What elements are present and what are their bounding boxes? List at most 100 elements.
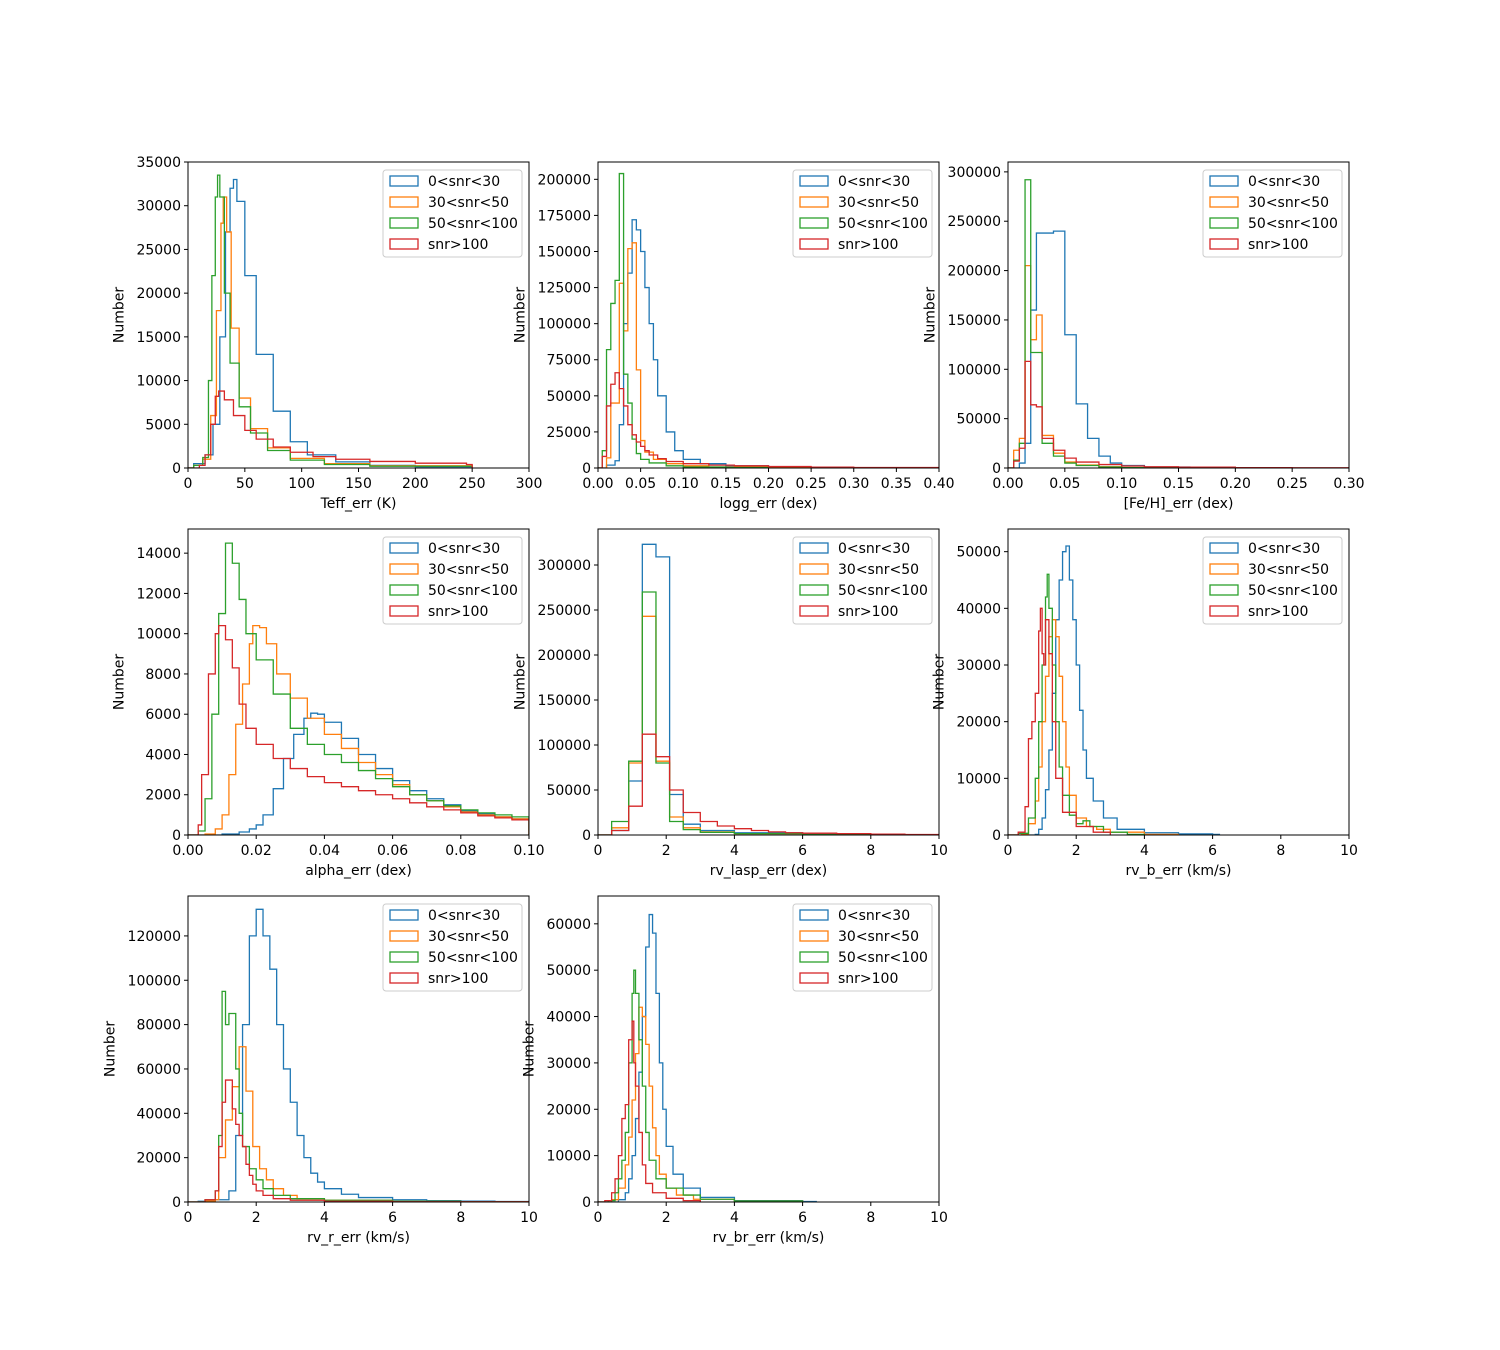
legend-entry-label: snr>100 xyxy=(838,971,898,987)
x-tick-label: 0.15 xyxy=(1163,476,1194,492)
legend-entry-label: 30<snr<50 xyxy=(428,562,509,578)
y-tick-label: 50000 xyxy=(546,389,591,405)
legend-entry-label: 50<snr<100 xyxy=(838,216,928,232)
histogram-series-line xyxy=(188,990,529,1202)
y-tick-label: 75000 xyxy=(546,353,591,369)
legend-entry-label: 0<snr<30 xyxy=(838,174,910,190)
legend-entry-label: 30<snr<50 xyxy=(1248,195,1329,211)
y-tick-label: 30000 xyxy=(136,199,181,215)
histogram-series-line xyxy=(188,174,473,468)
y-tick-label: 175000 xyxy=(538,208,591,224)
y-tick-label: 100000 xyxy=(538,317,591,333)
x-tick-label: 50 xyxy=(236,476,254,492)
histogram-series-line xyxy=(598,591,872,835)
legend-entry-label: 30<snr<50 xyxy=(838,562,919,578)
y-tick-label: 200000 xyxy=(538,172,591,188)
y-tick-label: 50000 xyxy=(956,545,1001,561)
x-tick-label: 0.08 xyxy=(445,843,476,859)
x-tick-label: 0.25 xyxy=(796,476,827,492)
x-tick-label: 0.35 xyxy=(881,476,912,492)
y-axis-label: Number xyxy=(513,654,529,710)
y-tick-label: 60000 xyxy=(546,917,591,933)
legend-entry-label: 30<snr<50 xyxy=(1248,562,1329,578)
x-tick-label: 0 xyxy=(594,1210,603,1226)
x-tick-label: 6 xyxy=(798,843,807,859)
legend: 0<snr<30 30<snr<50 50<snr<100 snr>100 xyxy=(382,903,523,992)
y-tick-label: 15000 xyxy=(136,330,181,346)
x-tick-label: 10 xyxy=(520,1210,538,1226)
y-axis-label: Number xyxy=(103,1021,119,1077)
y-tick-label: 25000 xyxy=(546,425,591,441)
x-axis-label: rv_r_err (km/s) xyxy=(307,1230,410,1246)
legend-entry-label: 30<snr<50 xyxy=(428,195,509,211)
legend-swatch xyxy=(389,605,419,617)
y-axis-label: Number xyxy=(932,654,948,710)
x-tick-label: 4 xyxy=(1140,843,1149,859)
y-tick-label: 25000 xyxy=(136,242,181,258)
x-tick-label: 250 xyxy=(459,476,486,492)
x-tick-label: 0.05 xyxy=(625,476,656,492)
legend-entry-label: 30<snr<50 xyxy=(838,195,919,211)
histogram-series-line xyxy=(1008,360,1349,468)
y-tick-label: 0 xyxy=(992,461,1001,477)
x-tick-label: 10 xyxy=(930,1210,948,1226)
series-group xyxy=(598,543,939,835)
legend: 0<snr<30 30<snr<50 50<snr<100 snr>100 xyxy=(792,536,933,625)
y-tick-label: 80000 xyxy=(136,1018,181,1034)
legend-entry-label: 50<snr<100 xyxy=(838,583,928,599)
y-tick-label: 150000 xyxy=(538,693,591,709)
x-tick-label: 0.40 xyxy=(923,476,954,492)
y-tick-label: 0 xyxy=(172,461,181,477)
legend-swatch xyxy=(799,951,829,963)
x-tick-label: 0.20 xyxy=(1220,476,1251,492)
y-tick-label: 50000 xyxy=(546,963,591,979)
legend-swatch xyxy=(799,584,829,596)
x-tick-label: 0.30 xyxy=(838,476,869,492)
legend-entry-label: 50<snr<100 xyxy=(838,950,928,966)
x-tick-label: 0 xyxy=(594,843,603,859)
series-group xyxy=(1008,545,1221,835)
legend-swatch xyxy=(1209,542,1239,554)
legend-box xyxy=(792,903,933,992)
y-tick-label: 200000 xyxy=(538,648,591,664)
legend-entry-label: 50<snr<100 xyxy=(428,950,518,966)
x-tick-label: 200 xyxy=(402,476,429,492)
y-tick-label: 6000 xyxy=(145,707,181,723)
x-tick-label: 10 xyxy=(930,843,948,859)
chart-panel: 0.00 0.02 0.04 0.06 0.08 0.10 0 2000 4000 6000 800… xyxy=(112,528,545,879)
chart-panel: 0 2 4 6 8 10 0 10000 20000 30000 40000 50000 rv_b_er… xyxy=(932,528,1358,879)
y-tick-label: 100000 xyxy=(128,973,181,989)
x-tick-label: 6 xyxy=(798,1210,807,1226)
axes-frame xyxy=(597,895,940,1203)
legend: 0<snr<30 30<snr<50 50<snr<100 snr>100 xyxy=(382,169,523,258)
x-tick-label: 100 xyxy=(288,476,315,492)
legend-swatch xyxy=(389,972,419,984)
x-tick-label: 0.10 xyxy=(668,476,699,492)
histogram-series-line xyxy=(598,1020,701,1202)
legend-swatch xyxy=(799,175,829,187)
axes-frame xyxy=(187,528,530,836)
y-tick-label: 30000 xyxy=(546,1056,591,1072)
histogram-series-line xyxy=(188,178,473,468)
chart-panel: 0.00 0.05 0.10 0.15 0.20 0.25 0.30 0 50000 100000… xyxy=(923,161,1365,512)
legend-entry-label: 50<snr<100 xyxy=(428,216,518,232)
x-tick-label: 0 xyxy=(1004,843,1013,859)
x-tick-label: 4 xyxy=(730,843,739,859)
histogram-series-line xyxy=(598,219,812,468)
y-tick-label: 10000 xyxy=(136,374,181,390)
x-axis-label: [Fe/H]_err (dex) xyxy=(1124,496,1234,512)
legend-box xyxy=(792,536,933,625)
legend-swatch xyxy=(1209,238,1239,250)
y-tick-label: 250000 xyxy=(538,603,591,619)
chart-panel: 0 2 4 6 8 10 0 20000 40000 60000 80000 100000 120000… xyxy=(103,895,538,1246)
y-tick-label: 8000 xyxy=(145,667,181,683)
x-axis-label: rv_b_err (km/s) xyxy=(1126,863,1232,879)
y-tick-label: 300000 xyxy=(948,165,1001,181)
legend-swatch xyxy=(1209,196,1239,208)
legend-entry-label: 50<snr<100 xyxy=(428,583,518,599)
chart-panel: 0.00 0.05 0.10 0.15 0.20 0.25 0.30 0.35 0.40 0 250… xyxy=(513,161,955,512)
y-tick-label: 20000 xyxy=(546,1102,591,1118)
x-tick-label: 8 xyxy=(866,843,875,859)
legend-entry-label: 0<snr<30 xyxy=(428,541,500,557)
x-tick-label: 4 xyxy=(730,1210,739,1226)
